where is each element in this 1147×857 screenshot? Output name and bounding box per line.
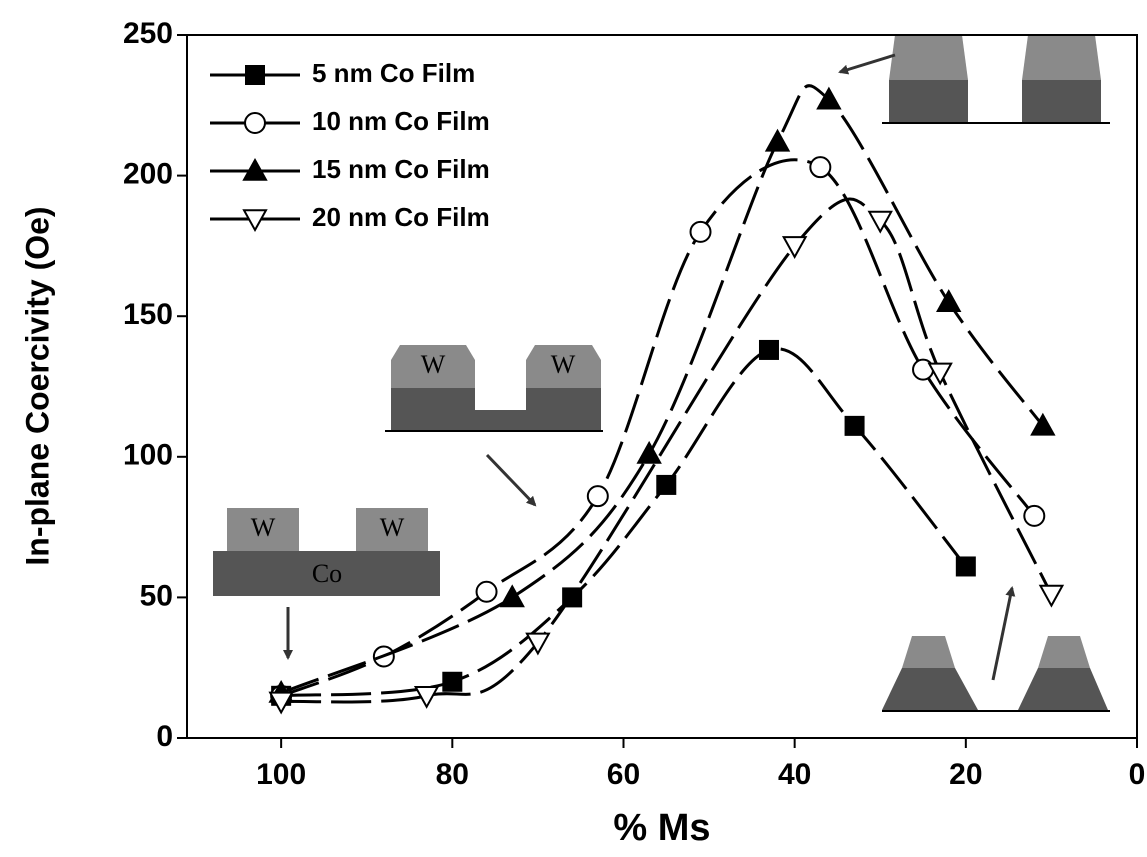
marker — [927, 362, 953, 386]
annotation: W — [421, 350, 446, 379]
x-tick-label: 100 — [256, 758, 306, 791]
legend-label: 15 nm Co Film — [312, 154, 490, 184]
annotation: W — [380, 513, 405, 542]
marker — [809, 156, 832, 179]
legend-marker — [242, 157, 268, 181]
x-axis-label: % Ms — [613, 807, 710, 849]
marker — [816, 86, 842, 110]
marker — [656, 474, 677, 495]
marker — [475, 580, 498, 603]
inset-bottom-left: W W Co — [213, 508, 440, 596]
marker — [764, 128, 791, 152]
x-tick-label: 20 — [949, 758, 982, 791]
y-tick-label: 100 — [123, 439, 173, 472]
marker — [689, 220, 712, 243]
y-tick-label: 150 — [123, 298, 173, 331]
x-tick-label: 60 — [607, 758, 640, 791]
inset-bottom-right — [882, 636, 1110, 712]
marker — [781, 236, 808, 259]
y-tick-label: 250 — [123, 17, 173, 50]
y-tick-label: 50 — [140, 579, 173, 612]
y-tick-label: 0 — [156, 720, 173, 753]
arrows — [283, 53, 1016, 681]
series-line — [281, 197, 1053, 704]
marker — [442, 671, 463, 692]
marker — [912, 358, 935, 381]
plot-frame — [186, 34, 1138, 739]
marker — [1023, 504, 1046, 527]
legend-label: 20 nm Co Film — [312, 202, 490, 232]
marker — [844, 415, 865, 436]
marker — [758, 339, 779, 360]
x-tick-label: 80 — [436, 758, 469, 791]
annotation: W — [251, 513, 276, 542]
marker — [268, 691, 294, 715]
marker — [499, 584, 525, 608]
x-tick-label: 40 — [778, 758, 811, 791]
marker — [525, 632, 551, 656]
marker — [936, 289, 962, 312]
inset-middle: W W — [385, 345, 603, 432]
marker — [1038, 584, 1065, 608]
legend-marker — [245, 65, 265, 85]
y-tick-label: 200 — [123, 158, 173, 191]
marker — [1030, 412, 1056, 436]
inset-top-right — [882, 35, 1110, 124]
marker — [413, 686, 440, 709]
series-line — [280, 158, 1036, 698]
x-tick-label: 0 — [1129, 758, 1146, 791]
marker — [586, 485, 609, 508]
legend-label: 5 nm Co Film — [312, 58, 475, 88]
legend-marker — [244, 112, 266, 134]
marker — [955, 556, 976, 577]
marker — [636, 440, 662, 464]
annotation: W — [551, 350, 576, 379]
legend-label: 10 nm Co Film — [312, 106, 490, 136]
marker — [867, 210, 893, 234]
y-axis-label: In-plane Coercivity (Oe) — [19, 206, 55, 565]
annotation: Co — [312, 559, 342, 588]
legend-marker — [242, 209, 268, 233]
